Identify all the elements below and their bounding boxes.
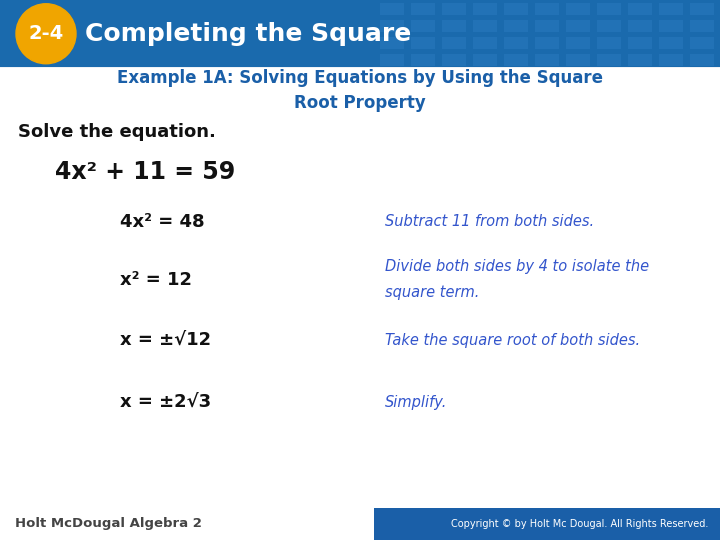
- Bar: [566, 37, 590, 49]
- Text: Solve the equation.: Solve the equation.: [18, 123, 216, 141]
- Text: Divide both sides by 4 to isolate the: Divide both sides by 4 to isolate the: [385, 260, 649, 274]
- Text: 4x² = 48: 4x² = 48: [120, 213, 204, 231]
- Bar: [659, 54, 683, 65]
- Bar: [473, 54, 497, 65]
- Bar: [504, 20, 528, 31]
- Bar: [380, 3, 404, 15]
- Text: x = ±2√3: x = ±2√3: [120, 393, 211, 411]
- Text: Simplify.: Simplify.: [385, 395, 447, 409]
- Bar: [597, 3, 621, 15]
- Bar: [628, 54, 652, 65]
- Text: 4x² + 11 = 59: 4x² + 11 = 59: [55, 160, 235, 184]
- Bar: [597, 20, 621, 31]
- Bar: [690, 54, 714, 65]
- Bar: [504, 37, 528, 49]
- Bar: [380, 54, 404, 65]
- Text: 2-4: 2-4: [28, 24, 63, 43]
- Bar: [374, 508, 720, 540]
- Text: Subtract 11 from both sides.: Subtract 11 from both sides.: [385, 214, 594, 230]
- Bar: [0, 68, 720, 508]
- Bar: [473, 3, 497, 15]
- Bar: [566, 54, 590, 65]
- Bar: [0, 508, 374, 540]
- Bar: [597, 37, 621, 49]
- Bar: [380, 37, 404, 49]
- Text: Take the square root of both sides.: Take the square root of both sides.: [385, 333, 640, 348]
- Bar: [690, 20, 714, 31]
- Bar: [628, 37, 652, 49]
- Bar: [690, 37, 714, 49]
- Bar: [566, 3, 590, 15]
- Bar: [597, 54, 621, 65]
- Bar: [442, 54, 466, 65]
- Bar: [473, 20, 497, 31]
- Bar: [504, 54, 528, 65]
- Bar: [442, 37, 466, 49]
- Bar: [411, 54, 435, 65]
- Text: Example 1A: Solving Equations by Using the Square: Example 1A: Solving Equations by Using t…: [117, 69, 603, 87]
- Bar: [473, 37, 497, 49]
- Bar: [380, 20, 404, 31]
- Bar: [659, 37, 683, 49]
- Bar: [628, 3, 652, 15]
- Bar: [690, 3, 714, 15]
- Text: x² = 12: x² = 12: [120, 271, 192, 289]
- Circle shape: [16, 4, 76, 64]
- Bar: [659, 20, 683, 31]
- Bar: [411, 37, 435, 49]
- Bar: [0, 0, 720, 68]
- Bar: [659, 3, 683, 15]
- Bar: [535, 20, 559, 31]
- Bar: [628, 20, 652, 31]
- Bar: [535, 54, 559, 65]
- Text: Copyright © by Holt Mc Dougal. All Rights Reserved.: Copyright © by Holt Mc Dougal. All Right…: [451, 519, 708, 529]
- Text: Root Property: Root Property: [294, 94, 426, 112]
- Bar: [504, 3, 528, 15]
- Text: square term.: square term.: [385, 286, 480, 300]
- Bar: [0, 68, 720, 540]
- Text: x = ±√12: x = ±√12: [120, 331, 211, 349]
- Bar: [442, 3, 466, 15]
- Bar: [411, 3, 435, 15]
- Text: Holt McDougal Algebra 2: Holt McDougal Algebra 2: [15, 517, 202, 530]
- Text: Completing the Square: Completing the Square: [85, 22, 411, 46]
- Bar: [442, 20, 466, 31]
- Bar: [566, 20, 590, 31]
- Bar: [535, 3, 559, 15]
- Bar: [535, 37, 559, 49]
- Bar: [411, 20, 435, 31]
